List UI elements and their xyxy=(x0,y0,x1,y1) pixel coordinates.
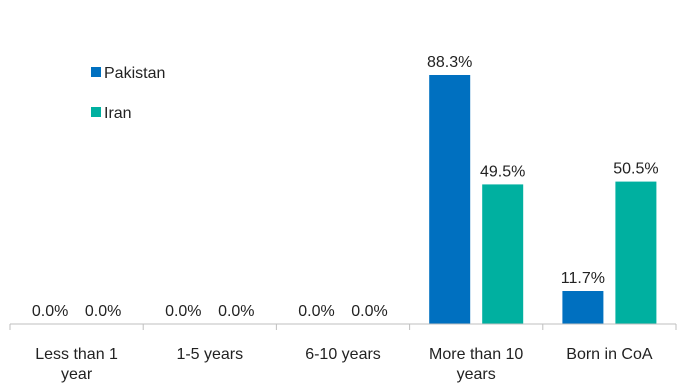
bar-iran-3 xyxy=(482,184,524,324)
value-labels: 0.0% 0.0% 0.0% 0.0% 0.0% 0.0% 88.3% 49.5% 11.7% 5… xyxy=(32,54,659,320)
category-label-1: 1-5 years xyxy=(176,346,243,363)
value-label-pakistan-3: 88.3% xyxy=(427,54,472,71)
category-label-3: More than 10 xyxy=(429,346,523,363)
value-label-iran-2: 0.0% xyxy=(351,303,387,320)
value-label-pakistan-4: 11.7% xyxy=(561,270,605,287)
value-label-iran-1: 0.0% xyxy=(218,303,254,320)
category-label-2: 6-10 years xyxy=(305,346,381,363)
category-label-0-line2: year xyxy=(61,366,93,383)
legend-swatch-pakistan xyxy=(91,67,101,77)
value-label-iran-4: 50.5% xyxy=(613,161,658,178)
value-label-pakistan-2: 0.0% xyxy=(298,303,334,320)
category-label-4: Born in CoA xyxy=(566,346,653,363)
x-axis: Less than 1 year 1-5 years 6-10 years More t… xyxy=(9,323,677,383)
value-label-pakistan-0: 0.0% xyxy=(32,303,68,320)
bar-pakistan-4 xyxy=(562,291,604,324)
bar-pakistan-3 xyxy=(429,74,471,324)
value-label-pakistan-1: 0.0% xyxy=(165,303,201,320)
legend-label-iran: Iran xyxy=(104,105,132,122)
legend-label-pakistan: Pakistan xyxy=(104,65,165,82)
legend-swatch-iran xyxy=(91,107,101,117)
value-label-iran-0: 0.0% xyxy=(85,303,121,320)
bar-iran-4 xyxy=(615,181,657,324)
legend: Pakistan Iran xyxy=(91,65,165,122)
bars xyxy=(429,74,657,324)
category-label-0: Less than 1 xyxy=(35,346,118,363)
category-label-3-line2: years xyxy=(457,366,496,383)
value-label-iran-3: 49.5% xyxy=(480,163,525,180)
